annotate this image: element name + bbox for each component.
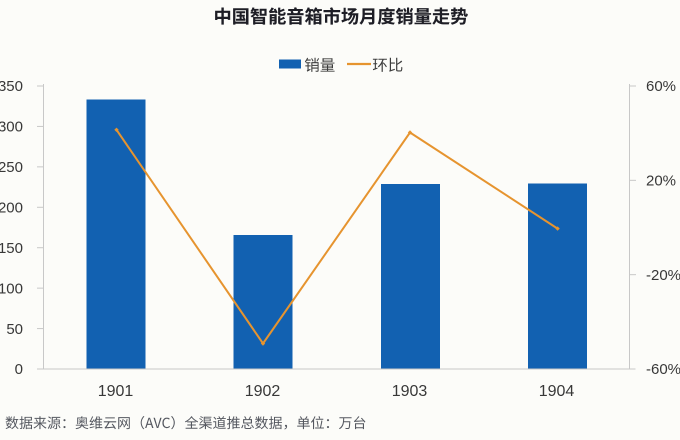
svg-text:250: 250 xyxy=(0,159,23,176)
svg-text:60%: 60% xyxy=(646,78,676,95)
svg-text:200: 200 xyxy=(0,199,23,216)
svg-text:50: 50 xyxy=(6,321,23,338)
svg-text:-20%: -20% xyxy=(646,267,680,284)
svg-text:1901: 1901 xyxy=(98,383,134,400)
svg-text:1903: 1903 xyxy=(392,383,428,400)
svg-text:150: 150 xyxy=(0,240,23,257)
svg-text:1904: 1904 xyxy=(539,383,575,400)
svg-text:350: 350 xyxy=(0,78,23,95)
svg-text:-60%: -60% xyxy=(646,361,680,378)
svg-text:0: 0 xyxy=(15,361,23,378)
svg-text:20%: 20% xyxy=(646,173,676,190)
svg-text:100: 100 xyxy=(0,280,23,297)
svg-text:300: 300 xyxy=(0,119,23,136)
svg-text:1902: 1902 xyxy=(245,383,281,400)
